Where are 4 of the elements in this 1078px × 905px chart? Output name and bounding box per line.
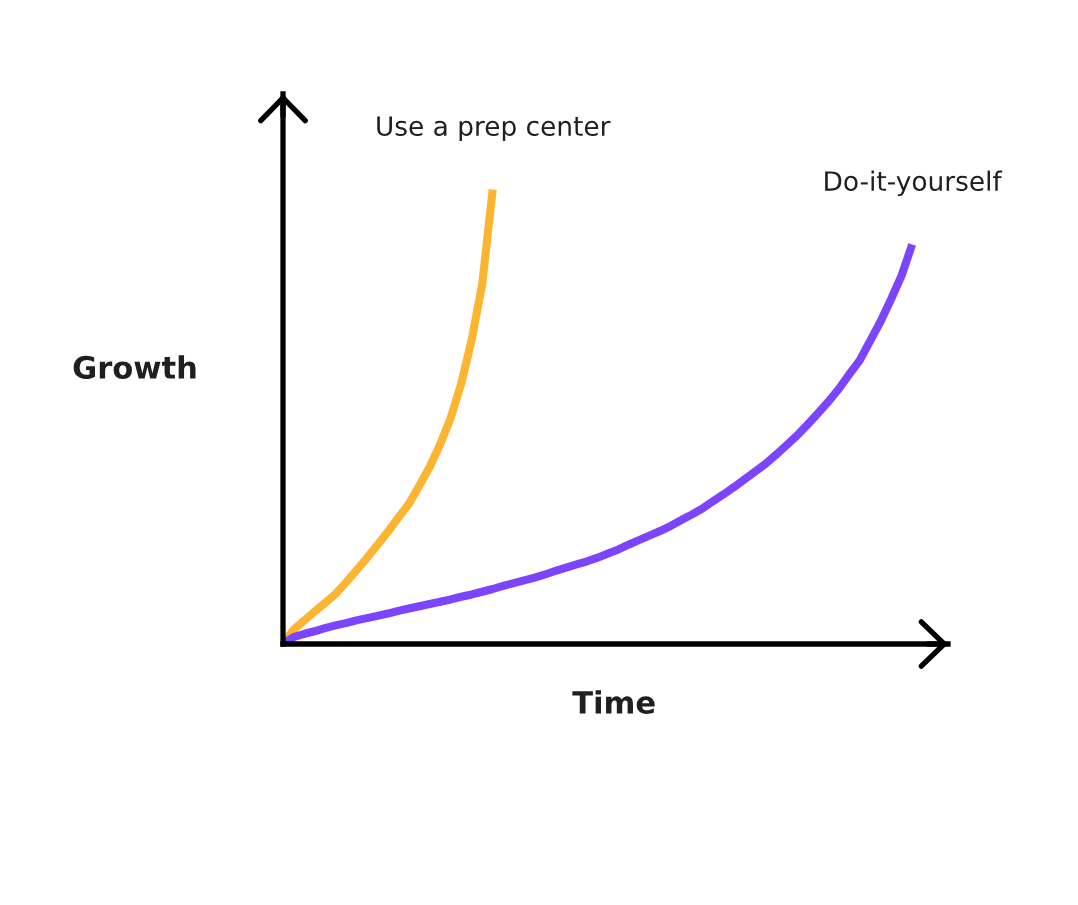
text: Use a prep center [377, 116, 611, 142]
text: Do-it-yourself [825, 170, 1003, 197]
y-axis-title: Growth [73, 355, 196, 379]
x-axis-title: Time [572, 690, 655, 714]
